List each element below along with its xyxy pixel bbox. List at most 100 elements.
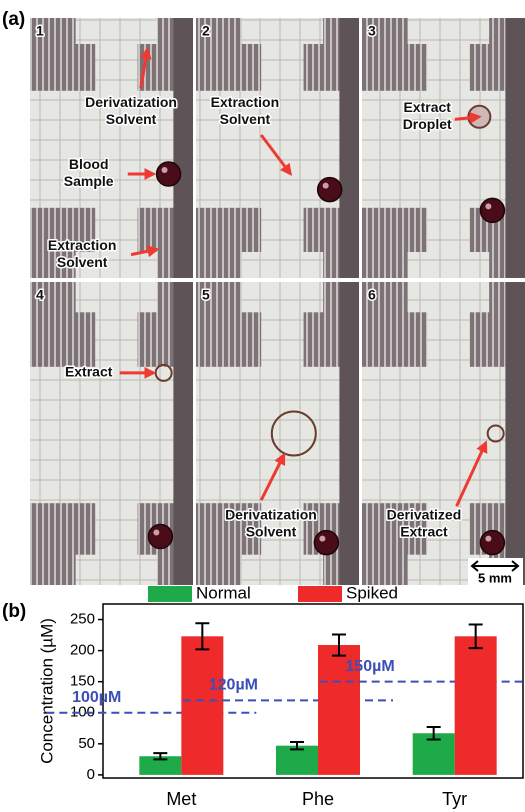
annotation: Droplet <box>403 116 452 132</box>
blood-droplet <box>313 529 340 556</box>
annotation: Solvent <box>246 524 297 540</box>
y-tick-label: 100 <box>70 704 95 721</box>
tile-number: 4 <box>36 287 44 303</box>
arrow <box>455 440 488 507</box>
pad-reservoir <box>75 554 158 585</box>
pad-band <box>30 366 174 504</box>
x-tick-label: Phe <box>302 789 334 809</box>
tile-edge <box>339 18 359 278</box>
panel-label: (b) <box>2 601 26 622</box>
y-axis-label: Concentration (µM) <box>37 618 56 764</box>
droplet-highlight <box>322 182 329 189</box>
pad-reservoir <box>407 18 490 44</box>
bar <box>181 636 224 775</box>
annotation: Blood <box>69 156 109 172</box>
y-tick-label: 50 <box>78 735 95 752</box>
annotation: Extract <box>403 99 451 115</box>
pad-band <box>196 90 340 208</box>
error-bar <box>153 752 168 761</box>
droplet-highlight <box>153 529 160 536</box>
panel-label: (a) <box>2 9 25 30</box>
error-bar <box>332 633 346 657</box>
blood-droplet <box>155 161 182 187</box>
bar <box>454 636 497 775</box>
y-tick-label: 150 <box>70 673 95 690</box>
tile-number: 1 <box>36 23 44 39</box>
annotation: Solvent <box>57 254 108 270</box>
tile-number: 5 <box>202 287 210 303</box>
annotation: Extraction <box>48 237 116 253</box>
pad-band <box>362 366 506 504</box>
x-tick-label: Met <box>166 789 196 809</box>
error-bar <box>468 623 483 650</box>
blood-droplet <box>316 176 343 203</box>
annotation: Solvent <box>220 111 271 127</box>
pad-reservoir <box>75 282 158 313</box>
annotation: Derivatized <box>387 507 462 523</box>
blood-droplet <box>147 523 174 550</box>
scale-bar-label: 5 mm <box>478 570 512 585</box>
pad-reservoir <box>407 282 490 313</box>
droplet-highlight <box>485 203 492 210</box>
arrow <box>130 245 160 258</box>
annotation: Derivatization <box>85 94 177 110</box>
annotation: Sample <box>64 173 114 189</box>
tile-edge <box>505 18 525 278</box>
error-bar <box>290 740 304 751</box>
droplet-highlight <box>161 167 168 173</box>
pad-band <box>30 90 174 208</box>
droplet-highlight <box>485 535 492 542</box>
blood-droplet <box>479 197 506 224</box>
legend-swatch <box>148 586 192 602</box>
reference-label: 120µM <box>209 677 258 694</box>
tile-number: 6 <box>368 287 376 303</box>
pad-reservoir <box>241 282 324 313</box>
reference-label: 150µM <box>345 658 394 675</box>
arrow <box>454 111 482 124</box>
pad-reservoir <box>241 554 324 585</box>
arrow <box>260 134 292 176</box>
tile-number: 2 <box>202 23 210 39</box>
annotation: Derivatization <box>225 507 317 523</box>
pad-reservoir <box>241 18 324 44</box>
droplet-highlight <box>319 535 326 542</box>
annotation: Extract <box>65 364 113 380</box>
annotation: Extract <box>400 524 448 540</box>
tile-edge <box>173 282 193 585</box>
tile-edge <box>173 18 193 278</box>
pad-band <box>196 366 340 504</box>
tile-edge <box>505 282 525 585</box>
y-tick-label: 0 <box>87 766 95 783</box>
legend-label: Spiked <box>346 583 398 602</box>
y-tick-label: 200 <box>70 642 95 659</box>
tile-edge <box>339 282 359 585</box>
arrow <box>139 46 152 89</box>
scale-bar-ends <box>470 560 520 572</box>
tile-number: 3 <box>368 23 376 39</box>
bar <box>276 745 318 775</box>
pad-reservoir <box>407 252 490 278</box>
error-bar <box>195 622 210 651</box>
blood-droplet <box>479 529 506 556</box>
extract-droplet <box>486 424 505 443</box>
legend-label: Normal <box>196 583 251 602</box>
legend-swatch <box>298 586 342 602</box>
arrow <box>259 452 286 501</box>
extract-droplet <box>270 410 317 457</box>
bar <box>139 756 182 775</box>
y-tick-label: 250 <box>70 611 95 628</box>
reference-label: 100µM <box>72 689 121 706</box>
x-tick-label: Tyr <box>442 789 467 809</box>
annotation: Extraction <box>211 94 279 110</box>
pad-reservoir <box>241 252 324 278</box>
bar <box>318 645 360 775</box>
pad-reservoir <box>75 18 158 44</box>
photo-tile: 4 Extract <box>30 282 193 585</box>
error-bar <box>426 726 441 741</box>
